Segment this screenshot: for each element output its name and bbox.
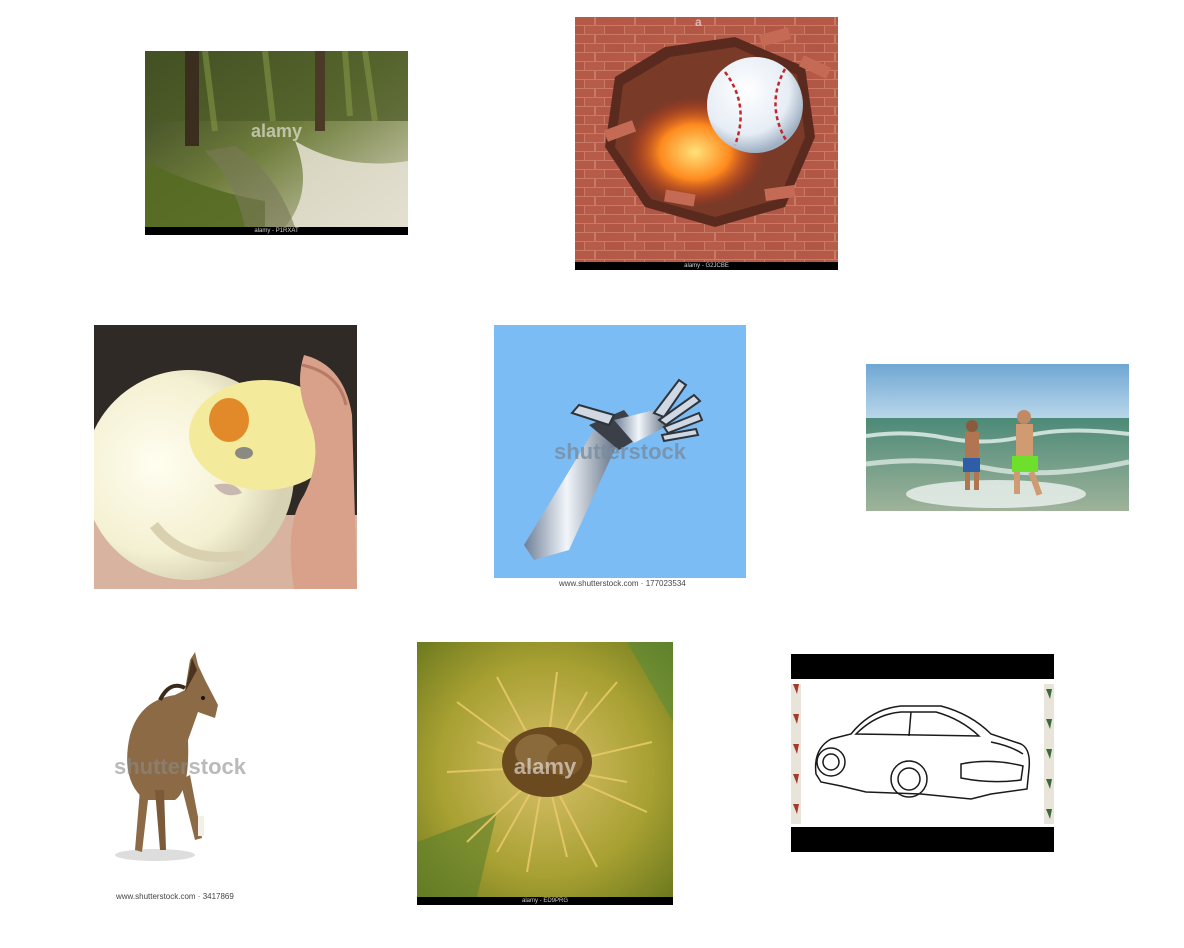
- watermark-text: alamy: [513, 754, 577, 779]
- watermark-text: alamy: [250, 121, 303, 141]
- robotic-arm-image: [494, 325, 746, 589]
- chestnut-image: [417, 642, 673, 897]
- watermark-text: shutterstock: [553, 439, 687, 464]
- image-tile-chestnut[interactable]: alamy alamy - ED9PRG: [417, 642, 673, 905]
- image-caption: www.shutterstock.com · 3417869: [116, 892, 234, 901]
- watermark-text: a: [695, 17, 702, 29]
- image-tile-robotic-arm[interactable]: shutterstock www.shutterstock.com · 1770…: [494, 325, 746, 589]
- image-tile-foal[interactable]: shutterstock www.shutterstock.com · 3417…: [100, 640, 260, 904]
- baseball-wall-image: [575, 17, 838, 262]
- image-caption: www.shutterstock.com · 177023534: [559, 579, 686, 588]
- image-caption: alamy - ED9PRG: [417, 897, 673, 905]
- cockatiel-image: [94, 325, 357, 589]
- image-tile-beach-boys[interactable]: [866, 364, 1129, 511]
- image-tile-car-drawing[interactable]: [791, 654, 1054, 852]
- car-drawing-image: [791, 654, 1054, 852]
- image-tile-baseball-wall[interactable]: a alamy - G2JCBE: [575, 17, 838, 270]
- image-tile-cockatiel[interactable]: [94, 325, 357, 589]
- foal-image: [100, 640, 260, 904]
- forest-stream-image: [145, 51, 408, 227]
- beach-boys-image: [866, 364, 1129, 511]
- image-tile-forest-stream[interactable]: alamy alamy - P1RXAT: [145, 51, 408, 235]
- watermark-text: shutterstock: [113, 754, 247, 779]
- image-caption: alamy - G2JCBE: [575, 262, 838, 270]
- image-caption: alamy - P1RXAT: [145, 227, 408, 235]
